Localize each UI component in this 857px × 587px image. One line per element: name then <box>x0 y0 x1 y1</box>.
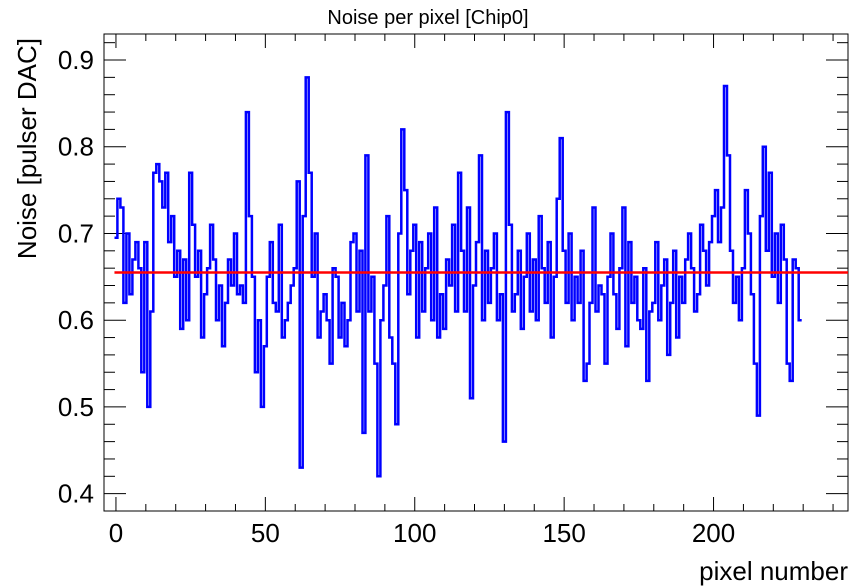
y-tick-label: 0.8 <box>58 132 94 162</box>
y-axis: 0.4 0.5 0.6 0.7 0.8 0.9 <box>58 42 848 512</box>
x-axis-label: pixel number <box>699 556 848 586</box>
y-axis-label: Noise [pulser DAC] <box>12 38 42 259</box>
y-tick-label: 0.7 <box>58 218 94 248</box>
chart-title: Noise per pixel [Chip0] <box>327 7 528 29</box>
x-tick-label: 200 <box>692 518 735 548</box>
x-tick-label: 150 <box>542 518 585 548</box>
y-tick-label: 0.4 <box>58 479 94 509</box>
x-tick-label: 100 <box>393 518 436 548</box>
y-tick-label: 0.9 <box>58 45 94 75</box>
y-tick-label: 0.6 <box>58 305 94 335</box>
x-tick-label: 0 <box>109 518 123 548</box>
series-noise-line <box>114 76 802 478</box>
y-tick-label: 0.5 <box>58 392 94 422</box>
x-tick-label: 50 <box>251 518 280 548</box>
x-axis: 0 50 100 150 200 <box>109 34 834 548</box>
